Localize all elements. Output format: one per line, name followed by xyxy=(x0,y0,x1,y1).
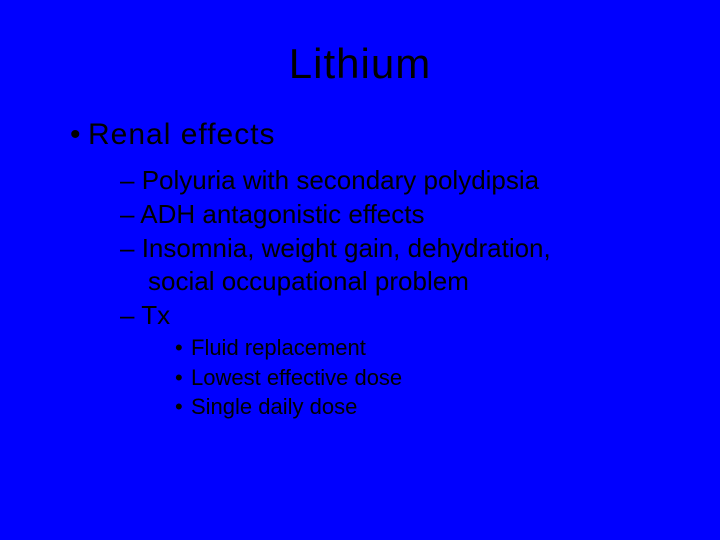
slide: Lithium •Renal effects – Polyuria with s… xyxy=(0,0,720,540)
bullet-level2-continuation: social occupational problem xyxy=(148,265,660,299)
bullet2-marker: – xyxy=(120,299,134,333)
bullet1-text: Renal effects xyxy=(88,118,276,151)
bullet-level2-item: – Tx xyxy=(120,299,660,333)
bullet2-text: Insomnia, weight gain, dehydration, xyxy=(142,233,551,263)
bullet2-text: Tx xyxy=(141,300,170,330)
bullet1-marker: • xyxy=(70,118,88,152)
bullet3-marker: • xyxy=(175,333,191,363)
bullet-level3-item: •Fluid replacement xyxy=(175,333,660,363)
bullet-level3-item: •Single daily dose xyxy=(175,392,660,422)
bullet-level2-item: – Polyuria with secondary polydipsia xyxy=(120,164,660,198)
bullet-level2-item: – Insomnia, weight gain, dehydration, xyxy=(120,232,660,266)
slide-title: Lithium xyxy=(60,40,660,88)
bullet2-text: Polyuria with secondary polydipsia xyxy=(142,165,539,195)
bullet3-text: Single daily dose xyxy=(191,394,357,419)
bullet3-marker: • xyxy=(175,363,191,393)
bullet2-marker: – xyxy=(120,232,134,266)
bullet2-marker: – xyxy=(120,164,134,198)
bullet3-text: Fluid replacement xyxy=(191,335,366,360)
bullet-level1: •Renal effects xyxy=(70,118,660,152)
bullet3-marker: • xyxy=(175,392,191,422)
bullet2-text: ADH antagonistic effects xyxy=(140,199,424,229)
bullet3-text: Lowest effective dose xyxy=(191,365,402,390)
bullet2-marker: – xyxy=(120,198,134,232)
bullet-level2-item: – ADH antagonistic effects xyxy=(120,198,660,232)
bullet-level3-item: •Lowest effective dose xyxy=(175,363,660,393)
